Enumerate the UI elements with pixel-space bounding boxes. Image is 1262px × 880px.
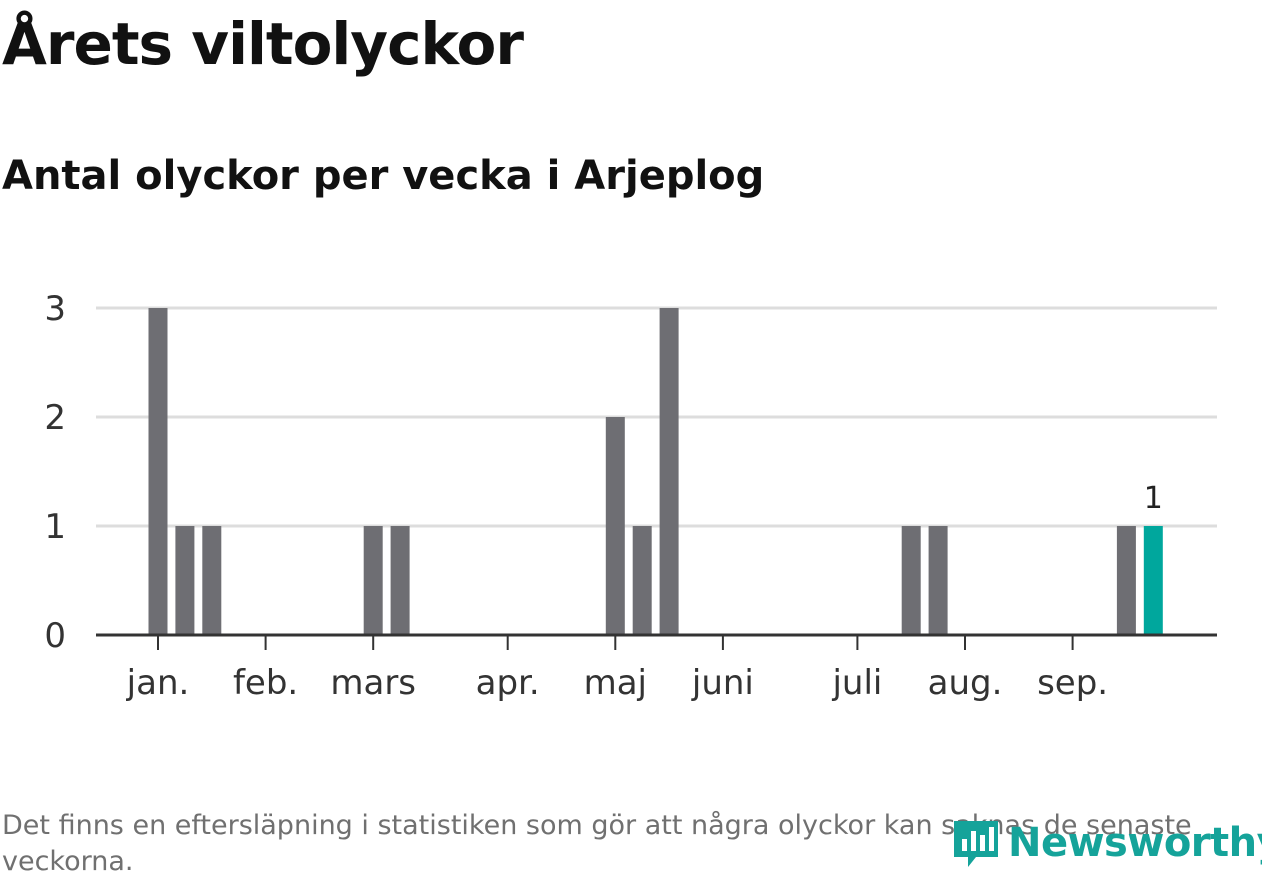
y-tick-label: 0 [44,616,66,656]
x-tick-label: aug. [928,663,1003,703]
chart-title: Årets viltolyckor [2,10,524,78]
bar [605,417,625,635]
x-tick-label: mars [330,663,416,703]
bar [632,526,652,635]
bar-value-label: 1 [1144,481,1163,516]
x-tick-label: juni [691,663,754,703]
x-tick-label: sep. [1037,663,1108,703]
y-tick-label: 1 [44,507,66,547]
bar [363,526,383,635]
x-tick-label: maj [584,663,647,703]
bar [901,526,921,635]
bar [148,308,168,635]
newsworthy-logo-icon [954,821,998,867]
bar [1116,526,1136,635]
chart-subtitle: Antal olyckor per vecka i Arjeplog [2,153,765,199]
bar [390,526,410,635]
data-labels: 1 [1144,481,1163,516]
y-tick-label: 2 [44,398,66,438]
bar-highlighted [1143,526,1163,635]
x-axis-ticks: jan. feb. mars apr. maj juni juli aug. sep. [126,635,1108,703]
bar [928,526,948,635]
x-tick-label: apr. [476,663,540,703]
bar [659,308,679,635]
newsworthy-logo: Newsworthy [950,815,1262,871]
gridlines [96,306,1217,528]
bar-chart: 0 1 2 3 1 jan. feb. mars apr. maj juni juli aug. se… [44,289,1217,703]
x-tick-label: juli [831,663,882,703]
x-tick-label: feb. [233,663,298,703]
y-tick-label: 3 [44,289,66,329]
x-tick-label: jan. [126,663,190,703]
bar [175,526,195,635]
bar [202,526,222,635]
bars [148,308,1163,635]
logo-text: Newsworthy [1008,820,1262,866]
y-axis-ticks: 0 1 2 3 [44,289,66,656]
